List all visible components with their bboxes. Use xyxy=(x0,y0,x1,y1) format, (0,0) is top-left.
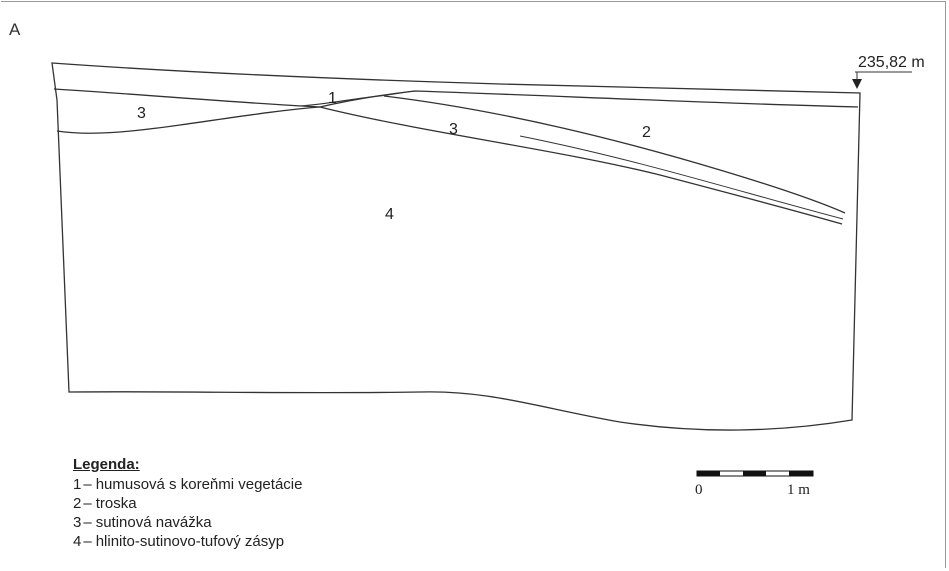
legend-item: 2– troska xyxy=(73,494,302,513)
boundary-unit3-left-base xyxy=(56,106,321,134)
scale-segment xyxy=(743,471,766,476)
elevation-label: 235,82 m xyxy=(858,54,925,71)
legend-item-description: humusová s koreňmi vegetácie xyxy=(95,476,303,493)
legend-item-dash: – xyxy=(83,514,92,531)
boundary-unit4-top xyxy=(319,106,843,225)
boundary-humus-base xyxy=(53,88,859,108)
legend-item-dash: – xyxy=(83,476,92,493)
scale-end-label: 1 m xyxy=(787,482,810,498)
boundary-thin-band xyxy=(519,135,844,220)
elevation-triangle-icon xyxy=(852,79,862,89)
unit-label-2: 2 xyxy=(642,124,651,141)
unit-label-3-right: 3 xyxy=(449,121,458,138)
legend-item: 3– sutinová navážka xyxy=(73,513,302,532)
boundary-unit1-lens xyxy=(299,90,416,107)
legend-item-dash: – xyxy=(83,533,92,550)
unit-label-4: 4 xyxy=(385,206,394,223)
scale-start-label: 0 xyxy=(695,482,703,498)
scale-bar xyxy=(696,470,814,477)
unit-label-1: 1 xyxy=(328,90,337,107)
legend-item-number: 4 xyxy=(73,533,82,550)
unit-label-3-left: 3 xyxy=(137,105,146,122)
legend-item-description: troska xyxy=(95,495,137,512)
legend-item-number: 2 xyxy=(73,495,82,512)
legend-item-description: sutinová navážka xyxy=(95,514,212,531)
legend-item: 1– humusová s koreňmi vegetácie xyxy=(73,475,302,494)
boundary-unit2-base xyxy=(383,95,846,214)
panel-label: A xyxy=(9,20,21,39)
legend-item-number: 3 xyxy=(73,514,82,531)
legend-item-description: hlinito-sutinovo-tufový zásyp xyxy=(95,533,285,550)
legend-title: Legenda: xyxy=(73,456,140,473)
legend-item-dash: – xyxy=(83,495,92,512)
section-outline xyxy=(51,62,861,431)
scale-segment xyxy=(789,471,813,476)
legend-item: 4– hlinito-sutinovo-tufový zásyp xyxy=(73,532,302,551)
legend-item-number: 1 xyxy=(73,476,82,493)
legend: Legenda: 1– humusová s koreňmi vegetácie … xyxy=(73,455,302,551)
scale-segment xyxy=(697,471,720,476)
